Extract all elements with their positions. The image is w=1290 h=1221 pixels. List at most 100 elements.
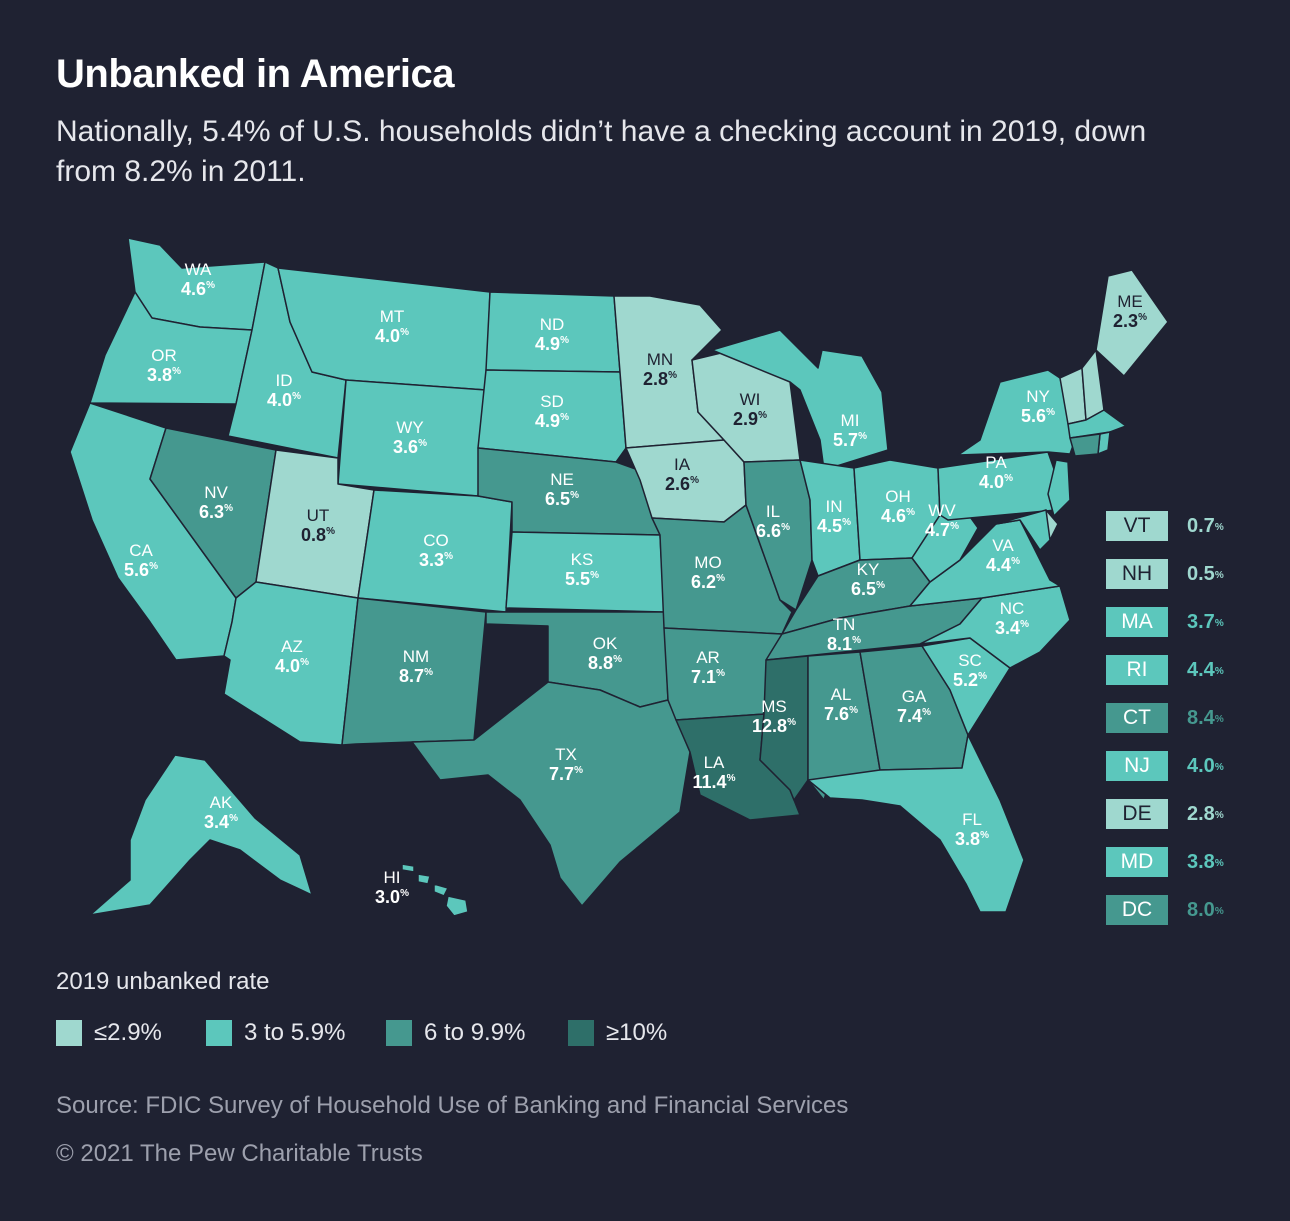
state-code-az: AZ: [281, 637, 303, 656]
state-code-in: IN: [826, 497, 843, 516]
state-code-ak: AK: [210, 793, 233, 812]
small-state-value: 8.4%: [1187, 707, 1224, 729]
state-code-tn: TN: [833, 615, 856, 634]
small-state-code: RI: [1106, 655, 1168, 685]
state-code-wv: WV: [928, 501, 956, 520]
state-co: [357, 489, 513, 613]
small-state-row-ri: RI 4.4%: [1106, 655, 1286, 685]
small-state-row-dc: DC 8.0%: [1106, 895, 1286, 925]
state-code-wy: WY: [396, 418, 423, 437]
chart-title: Unbanked in America: [56, 52, 455, 96]
state-code-ut: UT: [307, 506, 330, 525]
legend-label: 6 to 9.9%: [424, 1019, 526, 1046]
small-state-row-md: MD 3.8%: [1106, 847, 1286, 877]
small-state-code: CT: [1106, 703, 1168, 733]
legend-swatch: [206, 1020, 232, 1046]
state-code-il: IL: [766, 502, 780, 521]
small-state-code: DE: [1106, 799, 1168, 829]
state-code-nm: NM: [403, 647, 429, 666]
state-code-hi: HI: [384, 868, 401, 887]
state-code-ne: NE: [550, 470, 574, 489]
small-state-row-de: DE 2.8%: [1106, 799, 1286, 829]
small-state-row-ct: CT 8.4%: [1106, 703, 1286, 733]
state-code-nc: NC: [1000, 599, 1025, 618]
state-code-mi: MI: [841, 411, 860, 430]
state-code-oh: OH: [885, 487, 911, 506]
source-note: Source: FDIC Survey of Household Use of …: [56, 1092, 849, 1119]
state-code-mt: MT: [380, 307, 405, 326]
state-code-ok: OK: [593, 634, 618, 653]
state-ct: [1069, 433, 1101, 457]
state-code-nd: ND: [540, 315, 565, 334]
small-state-value: 4.4%: [1187, 659, 1224, 681]
us-map: WA4.6%OR3.8%CA5.6%NV6.3%ID4.0%MT4.0%WY3.…: [69, 237, 1169, 917]
legend-label: 3 to 5.9%: [244, 1019, 346, 1046]
state-hi: [401, 863, 469, 917]
state-code-la: LA: [704, 753, 725, 772]
state-code-mn: MN: [647, 350, 673, 369]
small-state-code: NJ: [1106, 751, 1168, 781]
state-md: [995, 509, 1051, 551]
state-code-me: ME: [1117, 292, 1143, 311]
state-sd: [477, 369, 627, 463]
state-code-pa: PA: [985, 453, 1007, 472]
state-code-mo: MO: [694, 553, 721, 572]
state-code-nv: NV: [204, 483, 228, 502]
state-code-wi: WI: [740, 390, 761, 409]
state-code-sc: SC: [958, 651, 982, 670]
small-state-code: MD: [1106, 847, 1168, 877]
small-state-code: DC: [1106, 895, 1168, 925]
state-ak: [89, 754, 313, 916]
chart-subtitle: Nationally, 5.4% of U.S. households didn…: [56, 115, 1147, 188]
legend-title: 2019 unbanked rate: [56, 968, 270, 995]
state-value-la: 11.4%: [693, 772, 736, 792]
state-mi: [711, 329, 889, 471]
small-state-row-vt: VT 0.7%: [1106, 511, 1286, 541]
state-code-ga: GA: [902, 687, 927, 706]
state-code-or: OR: [151, 346, 177, 365]
state-code-id: ID: [276, 371, 293, 390]
state-ny: [957, 369, 1076, 456]
state-code-ky: KY: [857, 560, 880, 579]
state-nh: [1081, 349, 1105, 421]
state-shapes: [69, 237, 1169, 917]
small-state-value: 0.5%: [1187, 563, 1224, 585]
state-code-ca: CA: [129, 541, 153, 560]
small-state-value: 0.7%: [1187, 515, 1224, 537]
state-code-ar: AR: [696, 648, 720, 667]
small-state-value: 3.7%: [1187, 611, 1224, 633]
small-state-row-nj: NJ 4.0%: [1106, 751, 1286, 781]
state-code-wa: WA: [185, 260, 212, 279]
small-state-value: 2.8%: [1187, 803, 1224, 825]
small-state-code: VT: [1106, 511, 1168, 541]
state-nc: [919, 585, 1071, 669]
state-value-hi: 3.0%: [375, 887, 409, 907]
legend-label: ≤2.9%: [94, 1019, 162, 1046]
small-state-row-nh: NH 0.5%: [1106, 559, 1286, 589]
small-state-value: 8.0%: [1187, 899, 1224, 921]
copyright-note: © 2021 The Pew Charitable Trusts: [56, 1140, 423, 1167]
legend-swatch: [56, 1020, 82, 1046]
small-state-code: MA: [1106, 607, 1168, 637]
state-code-ny: NY: [1026, 387, 1050, 406]
state-fl: [807, 734, 1025, 913]
state-code-ms: MS: [761, 697, 787, 716]
state-me: [1095, 269, 1169, 377]
state-value-ms: 12.8%: [752, 716, 796, 736]
small-state-value: 3.8%: [1187, 851, 1224, 873]
small-state-code: NH: [1106, 559, 1168, 589]
small-state-value: 4.0%: [1187, 755, 1224, 777]
state-code-al: AL: [831, 685, 852, 704]
legend-swatch: [386, 1020, 412, 1046]
state-code-ks: KS: [571, 550, 594, 569]
state-code-sd: SD: [540, 392, 564, 411]
state-code-tx: TX: [555, 745, 577, 764]
state-tx: [411, 681, 691, 907]
state-nj: [1047, 459, 1071, 517]
state-code-co: CO: [423, 531, 449, 550]
small-state-row-ma: MA 3.7%: [1106, 607, 1286, 637]
state-code-fl: FL: [962, 810, 982, 829]
legend-swatch: [568, 1020, 594, 1046]
legend-label: ≥10%: [606, 1019, 668, 1046]
state-code-ia: IA: [674, 455, 691, 474]
